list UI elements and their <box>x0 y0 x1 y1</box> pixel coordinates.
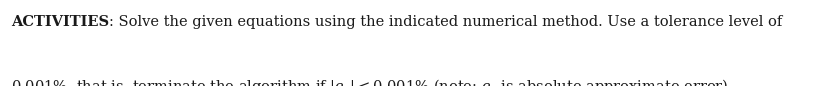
Text: 0.001%, that is, terminate the algorithm if $|e_a| < 0.001\%$ (note: $e_a$ is ab: 0.001%, that is, terminate the algorithm… <box>11 77 732 86</box>
Text: : Solve the given equations using the indicated numerical method. Use a toleranc: : Solve the given equations using the in… <box>109 15 782 29</box>
Text: ACTIVITIES: ACTIVITIES <box>11 15 109 29</box>
